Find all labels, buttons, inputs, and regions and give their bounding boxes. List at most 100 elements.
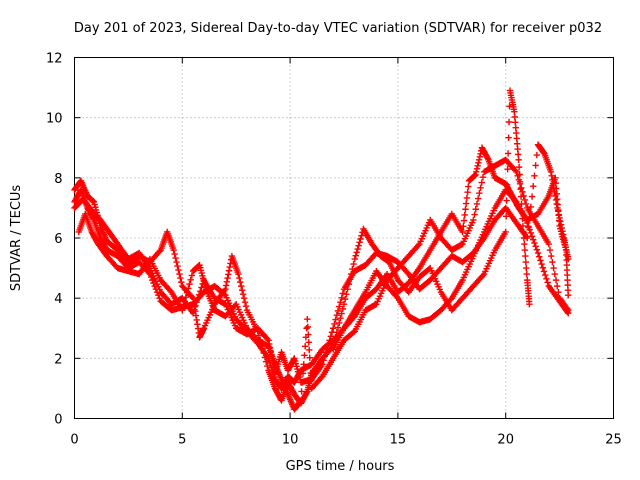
y-axis-label: SDTVAR / TECUs xyxy=(9,185,24,292)
y-tick-label: 12 xyxy=(46,52,63,67)
data-point xyxy=(521,240,528,248)
data-point xyxy=(356,239,363,246)
data-point xyxy=(268,355,276,362)
data-point xyxy=(337,315,344,322)
data-point xyxy=(536,253,543,260)
data-point xyxy=(553,190,560,198)
data-point xyxy=(522,200,530,208)
data-point xyxy=(350,260,357,268)
data-point xyxy=(465,183,472,190)
x-tick-label: 15 xyxy=(390,433,407,448)
data-point xyxy=(484,155,491,162)
data-point xyxy=(350,329,357,336)
data-point xyxy=(521,196,529,204)
data-point xyxy=(534,249,542,257)
y-tick-label: 6 xyxy=(54,232,62,247)
data-point xyxy=(320,357,327,364)
data-point xyxy=(334,307,342,315)
data-point xyxy=(238,282,245,290)
data-point xyxy=(523,270,530,278)
data-point xyxy=(505,134,512,141)
data-point xyxy=(238,286,246,294)
data-point xyxy=(353,249,360,256)
data-point xyxy=(530,182,537,190)
data-point xyxy=(242,302,250,310)
data-point xyxy=(472,171,479,179)
data-point xyxy=(301,343,309,350)
data-point xyxy=(268,351,275,359)
data-point xyxy=(322,349,330,356)
data-point xyxy=(172,254,179,262)
data-point xyxy=(564,305,571,313)
data-points xyxy=(71,87,572,413)
data-point xyxy=(533,246,541,253)
data-point xyxy=(514,151,522,158)
data-point xyxy=(548,252,555,260)
data-point xyxy=(505,118,513,126)
data-point xyxy=(198,284,205,291)
data-point xyxy=(513,135,520,142)
data-point xyxy=(555,212,562,219)
data-point xyxy=(475,156,483,163)
data-point xyxy=(463,194,471,202)
data-point xyxy=(540,268,548,275)
data-point xyxy=(261,354,269,361)
data-point xyxy=(513,168,520,176)
data-point xyxy=(502,213,510,220)
data-point xyxy=(336,303,343,310)
data-point xyxy=(474,162,481,169)
data-point xyxy=(461,211,468,219)
data-point xyxy=(565,291,572,299)
data-point xyxy=(543,275,550,282)
data-point xyxy=(537,257,544,264)
data-point xyxy=(470,216,477,224)
data-point xyxy=(545,240,553,248)
data-point xyxy=(339,305,347,313)
data-point xyxy=(298,388,305,395)
data-point xyxy=(525,224,532,231)
y-tick-label: 4 xyxy=(54,292,62,307)
data-point xyxy=(195,291,203,299)
data-point xyxy=(520,192,527,200)
data-point xyxy=(539,264,547,271)
data-point xyxy=(503,197,510,204)
data-point xyxy=(527,229,535,237)
data-point xyxy=(551,270,559,278)
data-point xyxy=(304,316,311,323)
data-point xyxy=(526,300,533,308)
data-point xyxy=(186,280,193,288)
data-point xyxy=(167,287,174,295)
data-point xyxy=(518,184,525,192)
data-point xyxy=(338,294,345,302)
data-point xyxy=(516,180,524,188)
data-point xyxy=(339,290,347,297)
data-point xyxy=(236,274,243,282)
data-point xyxy=(336,319,343,327)
data-point xyxy=(477,184,484,192)
data-point xyxy=(512,119,519,126)
data-point xyxy=(178,278,185,286)
data-point xyxy=(319,361,326,368)
data-point xyxy=(527,203,535,211)
data-point xyxy=(512,167,519,174)
data-point xyxy=(235,270,242,278)
data-point xyxy=(305,339,312,346)
data-point xyxy=(538,260,545,268)
data-point xyxy=(333,312,341,319)
data-point xyxy=(174,262,181,270)
data-point xyxy=(192,302,199,310)
data-point xyxy=(307,362,314,369)
data-point xyxy=(223,278,231,285)
data-point xyxy=(176,270,183,278)
x-tick-label: 0 xyxy=(70,433,78,448)
data-point xyxy=(355,242,362,249)
data-point xyxy=(179,307,186,314)
data-point xyxy=(524,234,531,242)
data-point xyxy=(197,287,204,295)
data-point xyxy=(542,271,549,279)
data-point xyxy=(531,239,538,247)
data-point xyxy=(502,228,509,236)
data-point xyxy=(187,276,194,283)
data-point xyxy=(194,295,202,302)
